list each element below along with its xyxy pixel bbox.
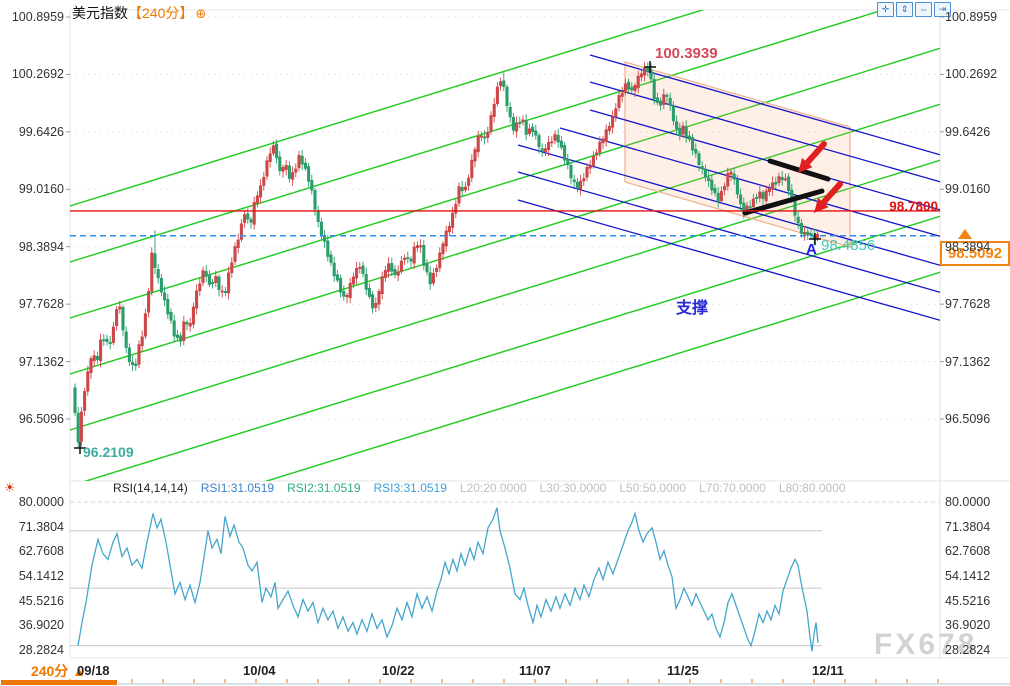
timeframe-label: 【240分】: [128, 5, 194, 21]
blue-trend-line: [517, 171, 940, 293]
peak-price-annotation: 100.3939: [655, 45, 718, 62]
green-trend-line: [83, 215, 940, 481]
zoom-y-axis-icon[interactable]: ⇕: [896, 2, 913, 17]
blue-trend-line: [559, 127, 940, 237]
green-trend-line: [264, 271, 940, 481]
rsi-axis-label-left: 62.7608: [18, 544, 64, 559]
red-arrow-shaft: [820, 181, 843, 206]
rsi-axis-label-left: 80.0000: [18, 495, 64, 509]
price-axis-label-right: 100.8959: [945, 10, 998, 24]
price-axis-label-right: 98.3894: [945, 239, 991, 254]
rsi-value-label: RSI3:31.0519: [373, 481, 447, 495]
x-axis-date-label: 11/25: [667, 663, 699, 678]
candles-up: [79, 61, 819, 447]
rsi-value-label: L20:20.0000: [459, 481, 527, 495]
price-axis-label-right: 100.2692: [945, 67, 998, 82]
blue-trend-line: [517, 199, 940, 321]
price-up-arrow-icon: [958, 229, 972, 239]
price-axis-label-right: 97.7628: [945, 297, 991, 312]
price-axis-label-right: 99.0160: [945, 182, 991, 197]
x-axis-date-label: 12/11: [812, 663, 844, 678]
start-low-annotation: 96.2109: [83, 444, 134, 460]
x-axis-date-label: 09/18: [77, 663, 110, 678]
rsi-axis-label-left: 71.3804: [18, 519, 64, 534]
chart-title: 美元指数【240分】 ⊕: [72, 3, 206, 23]
timeframe-tab-240min[interactable]: 240分 ▲: [0, 661, 117, 681]
red-arrow-shaft: [804, 141, 827, 166]
chart-toolbar: ✛ ⇕ ⇔ ⇥: [877, 2, 951, 17]
watermark: FX678: [874, 628, 978, 661]
rsi-value-label: L50:50.0000: [619, 481, 687, 495]
current-price-value: 98.5092: [947, 245, 1003, 262]
reset-scale-icon[interactable]: ⇥: [934, 2, 951, 17]
rsi-line: [77, 507, 819, 652]
rsi-axis-label-right: 36.9020: [945, 618, 991, 633]
rsi-value-label: RSI2:31.0519: [287, 481, 361, 495]
rsi-indicator-header: RSI(14,14,14) RSI1:31.0519 RSI2:31.0519 RSI…: [113, 481, 859, 495]
black-trend-segment: [742, 188, 825, 216]
price-axis-label-left: 98.3894: [18, 239, 64, 254]
red-arrow-head: [814, 197, 829, 213]
price-axis-label-right: 96.5096: [945, 412, 991, 426]
swing-low-annotation: 98.4856: [821, 237, 876, 254]
rsi-value-label: L70:70.0000: [699, 481, 766, 495]
blue-trend-line: [589, 109, 940, 211]
price-axis-label-left: 100.2692: [11, 67, 64, 82]
pan-icon[interactable]: ✛: [877, 2, 894, 17]
rsi-axis-label-left: 36.9020: [18, 618, 64, 633]
rsi-axis-label-left: 45.5216: [18, 593, 64, 608]
current-price-box: 98.5092: [940, 241, 1010, 266]
active-tab-underline: [1, 680, 117, 685]
price-axis-label-right: 99.6426: [945, 124, 991, 139]
rsi-axis-label-right: 71.3804: [945, 519, 991, 534]
tab-arrow-icon: ▲: [72, 663, 87, 679]
resistance-price-label: 98.7800: [889, 199, 938, 214]
price-axis-label-left: 97.7628: [18, 297, 64, 312]
rsi-value-label: L80:80.0000: [778, 481, 846, 495]
x-axis-date-label: 11/07: [519, 663, 551, 678]
support-text-annotation: 支撑: [676, 300, 709, 317]
tab-label: 240分: [30, 663, 69, 679]
blue-trend-line: [517, 144, 940, 266]
rsi-value-label: RSI1:31.0519: [200, 481, 275, 495]
rsi-indicator-name: RSI(14,14,14): [113, 481, 188, 495]
x-axis-date-label: 10/22: [382, 663, 415, 678]
rsi-axis-label-right: 80.0000: [945, 495, 991, 509]
add-indicator-icon[interactable]: ⊕: [195, 6, 207, 21]
rsi-axis-label-left: 28.2824: [18, 642, 64, 657]
red-arrow-head: [798, 157, 813, 173]
price-axis-label-left: 99.6426: [18, 124, 64, 139]
green-trend-line: [70, 103, 940, 375]
point-a-marker: A: [806, 241, 817, 258]
rsi-value-label: L30:30.0000: [539, 481, 607, 495]
indicator-settings-icon[interactable]: ☀: [4, 480, 16, 495]
rsi-axis-label-right: 62.7608: [945, 544, 991, 559]
green-trend-line: [70, 10, 705, 207]
instrument-name: 美元指数: [72, 5, 128, 21]
price-axis-label-left: 100.8959: [11, 10, 64, 24]
rsi-axis-label-right: 45.5216: [945, 593, 991, 608]
price-axis-label-left: 97.1362: [18, 354, 64, 369]
green-trend-line: [70, 47, 940, 319]
zoom-x-axis-icon[interactable]: ⇔: [915, 2, 932, 17]
price-axis-label-left: 99.0160: [18, 182, 64, 197]
price-axis-label-right: 97.1362: [945, 354, 991, 369]
green-trend-line: [70, 10, 886, 263]
date-tick-marks: [69, 679, 939, 683]
blue-trend-line: [589, 81, 940, 183]
rsi-axis-label-right: 28.2824: [945, 642, 991, 657]
rsi-axis-label-right: 54.1412: [945, 568, 991, 583]
price-axis-label-left: 96.5096: [18, 412, 64, 426]
candles-down: [73, 62, 816, 449]
x-axis-date-label: 10/04: [243, 663, 276, 678]
rsi-axis-label-left: 54.1412: [18, 568, 64, 583]
